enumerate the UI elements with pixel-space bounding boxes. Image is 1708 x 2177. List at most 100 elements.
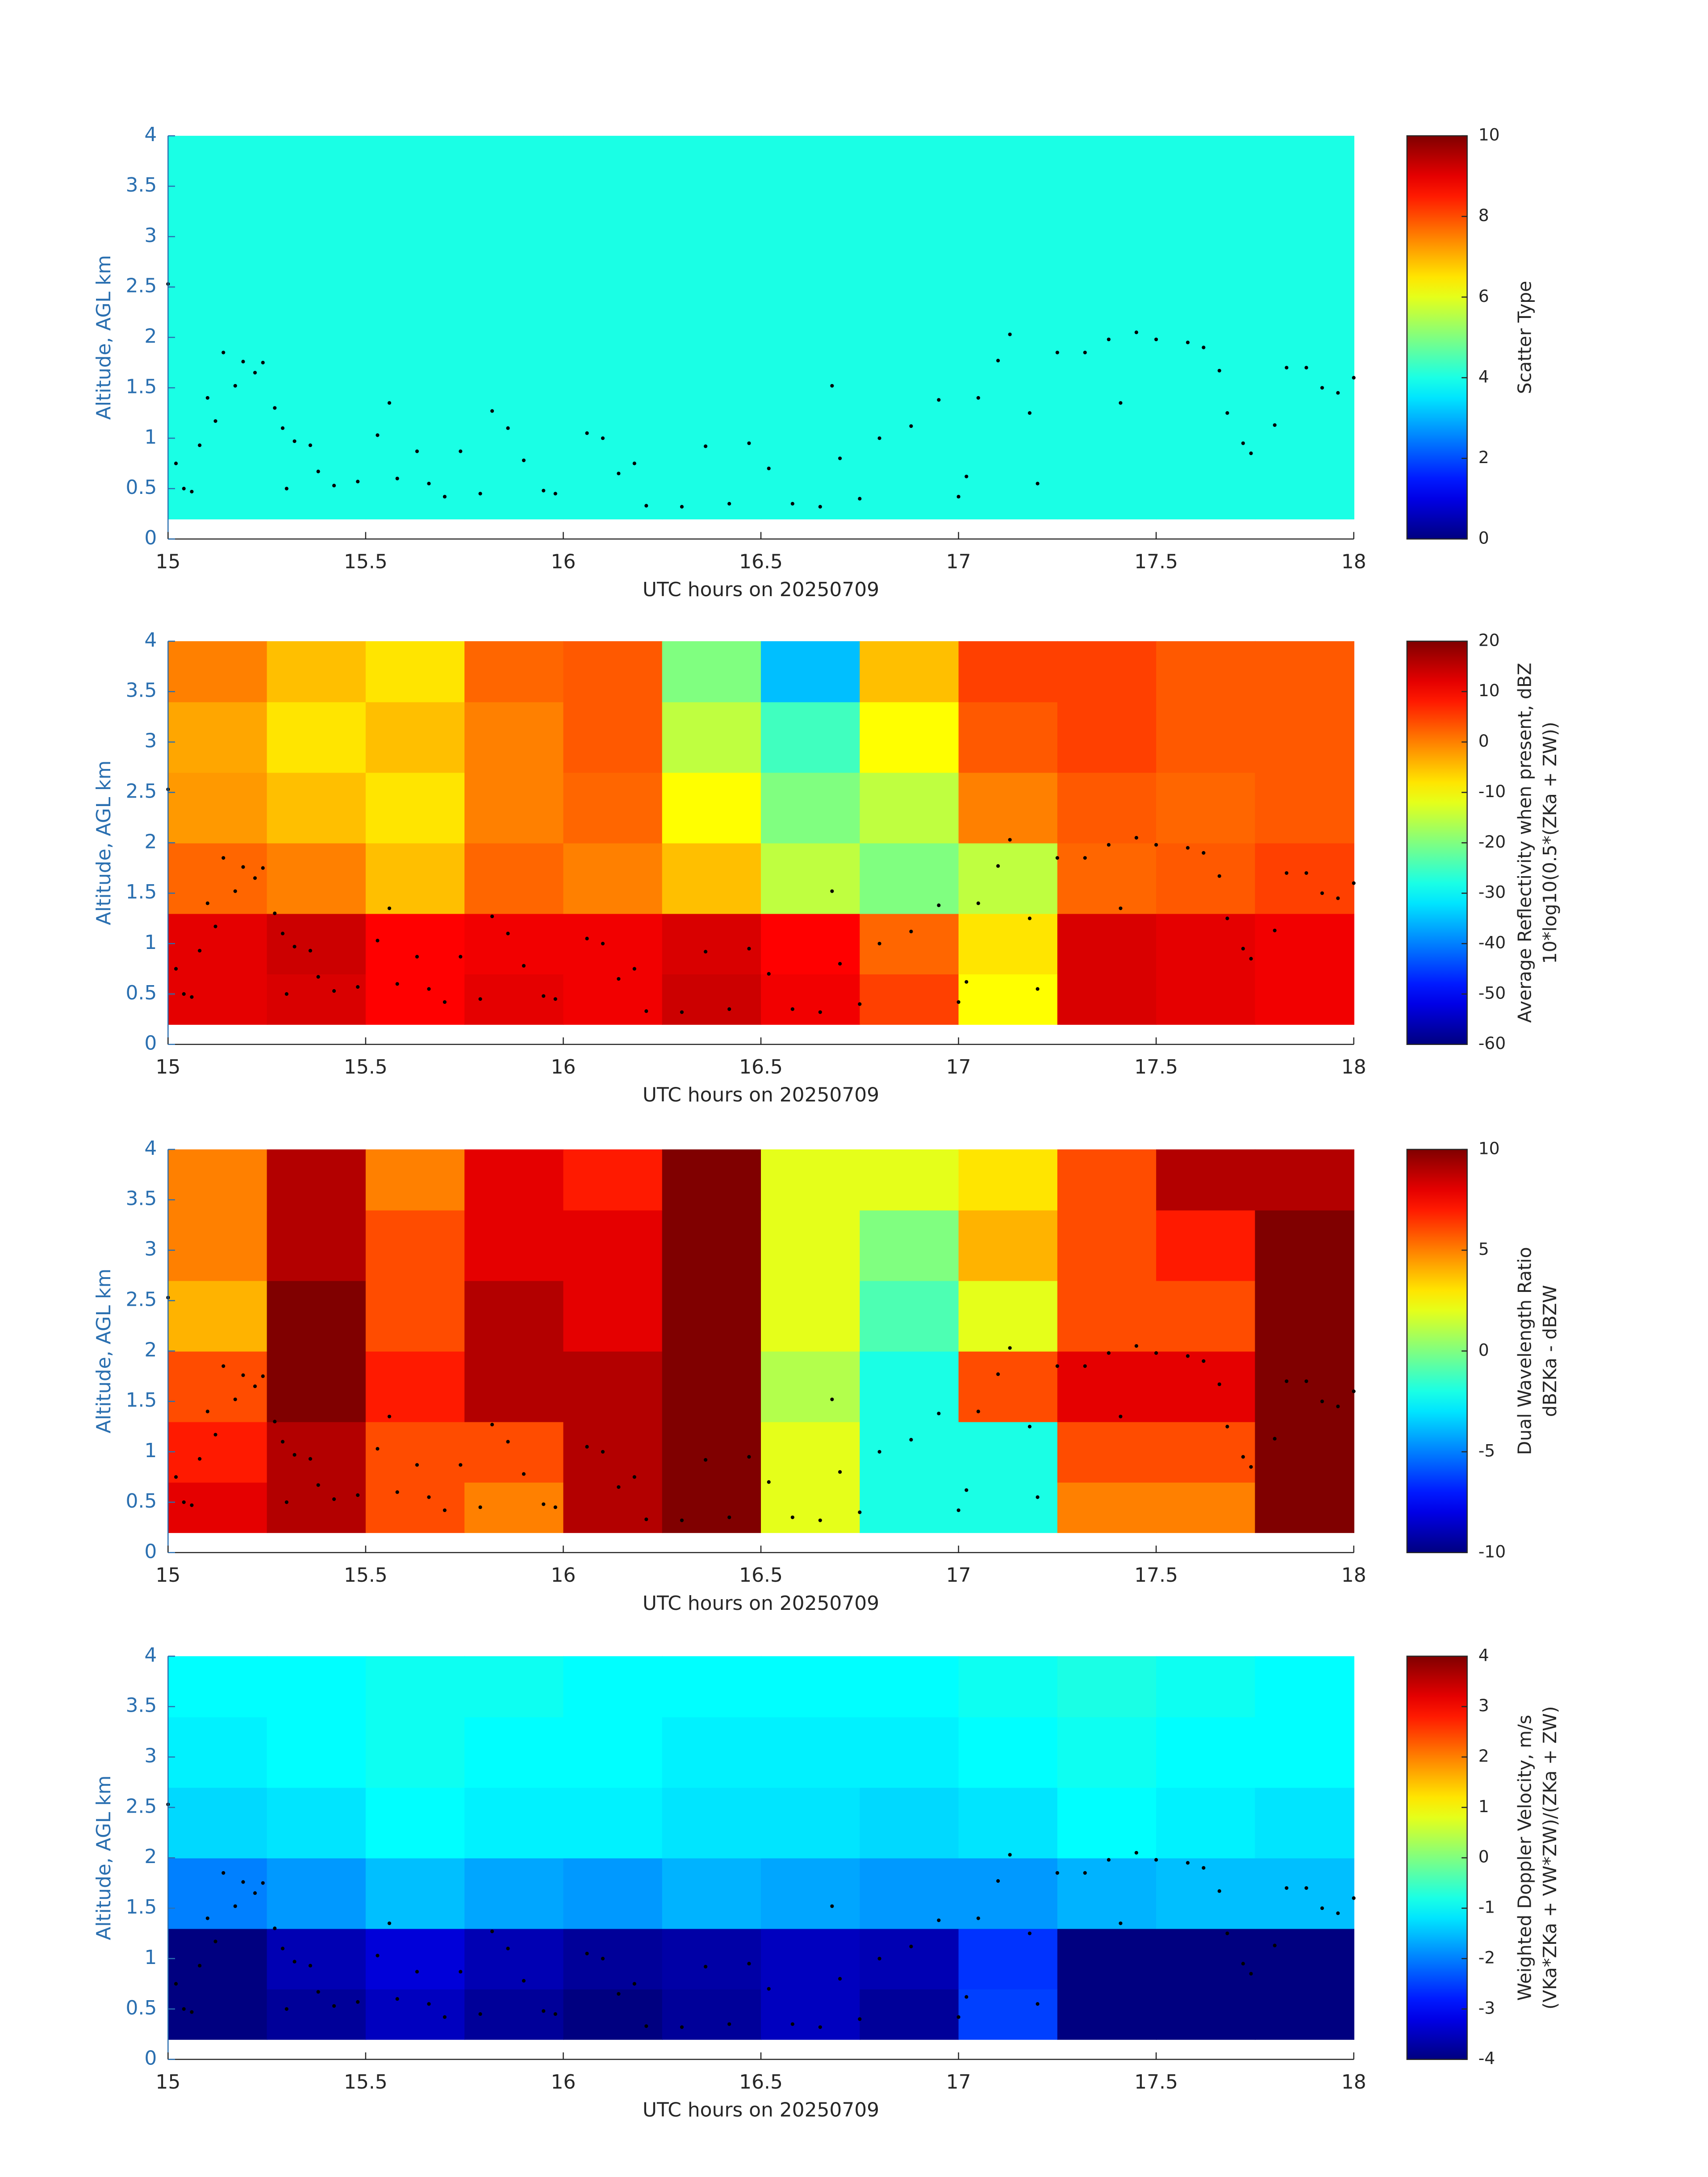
data-point: [174, 1982, 178, 1986]
data-point: [877, 436, 881, 440]
data-point: [996, 359, 1000, 363]
data-point: [292, 1960, 296, 1964]
colorbar: [1406, 1655, 1468, 2060]
heatmap-cell: [267, 1928, 367, 1989]
data-point: [1134, 836, 1138, 840]
heatmap-cell: [563, 1656, 663, 1717]
heatmap-cell: [1156, 1928, 1256, 1989]
colorbar-tick-label: -2: [1478, 1947, 1495, 1967]
data-point: [976, 396, 980, 400]
heatmap-cell: [365, 913, 465, 974]
data-point: [174, 461, 178, 465]
data-point: [790, 501, 794, 506]
heatmap-cell: [958, 267, 1058, 338]
data-point: [965, 1995, 969, 1999]
data-point: [1320, 1400, 1324, 1404]
data-point: [415, 955, 419, 959]
heatmap-cell: [563, 1351, 663, 1422]
heatmap-cell: [464, 408, 564, 469]
colorbar-label: Average Reflectivity when present, dBZ: [1514, 663, 1535, 1023]
heatmap-cell: [365, 702, 465, 773]
data-point: [1107, 1351, 1111, 1355]
heatmap-cell: [267, 1210, 367, 1281]
y-tick-label: 2.5: [125, 275, 157, 297]
data-point: [205, 1409, 209, 1413]
heatmap-cell: [662, 1928, 762, 1989]
heatmap-cell: [365, 1656, 465, 1717]
data-point: [553, 492, 557, 496]
heatmap-cell: [1255, 1858, 1354, 1929]
data-point: [387, 401, 392, 405]
x-axis-label: UTC hours on 20250709: [643, 1084, 879, 1107]
data-point: [585, 431, 589, 435]
data-point: [727, 2022, 731, 2026]
data-point: [190, 2010, 194, 2014]
y-tick-label: 1.5: [125, 375, 157, 398]
data-point: [1336, 896, 1340, 900]
data-point: [1036, 481, 1040, 485]
heatmap-cell: [662, 1482, 762, 1533]
colorbar-tick-label: -4: [1478, 2048, 1495, 2068]
heatmap-cell: [365, 772, 465, 844]
heatmap-cell: [1255, 1928, 1354, 1989]
heatmap-cell: [464, 913, 564, 974]
heatmap-cell: [365, 641, 465, 702]
data-point: [273, 911, 277, 915]
heatmap-cell: [168, 1858, 267, 1929]
heatmap-cell: [168, 702, 267, 773]
data-point: [292, 439, 296, 443]
heatmap-cell: [860, 267, 959, 338]
data-point: [284, 2007, 288, 2011]
heatmap-cell: [761, 1928, 860, 1989]
data-point: [790, 1515, 794, 1519]
heatmap-cell: [267, 974, 367, 1025]
data-point: [522, 1472, 526, 1476]
y-tick-label: 1: [144, 1439, 157, 1462]
colorbar-tick-label: 1: [1478, 1797, 1489, 1816]
heatmap-cell: [1156, 1717, 1256, 1788]
colorbar-tick-label: 2: [1478, 1746, 1489, 1766]
heatmap-cell: [860, 1421, 959, 1483]
data-point: [308, 1964, 313, 1968]
data-point: [1008, 1346, 1012, 1350]
heatmap-cell: [563, 1928, 663, 1989]
heatmap-cell: [761, 408, 860, 469]
data-point: [680, 2025, 684, 2029]
heatmap-cell: [1156, 136, 1256, 197]
data-point: [858, 1510, 862, 1514]
y-tick-label: 2.5: [125, 1795, 157, 1818]
data-point: [376, 1447, 380, 1451]
heatmap-cell: [464, 1928, 564, 1989]
data-point: [1273, 1437, 1277, 1441]
heatmap-cell: [365, 1787, 465, 1859]
data-point: [233, 384, 237, 388]
heatmap-cell: [662, 267, 762, 338]
data-point: [818, 505, 822, 509]
data-point: [838, 456, 842, 460]
data-point: [818, 1518, 822, 1522]
x-tick-label: 15.5: [344, 2071, 388, 2093]
data-point: [632, 1982, 636, 1986]
heatmap-cell: [1156, 1210, 1256, 1281]
colorbar-tick-label: -30: [1478, 882, 1506, 902]
heatmap-cell: [563, 1421, 663, 1483]
heatmap-cell: [464, 1717, 564, 1788]
data-point: [877, 1956, 881, 1961]
y-tick-label: 1.5: [125, 1896, 157, 1918]
data-point: [233, 889, 237, 893]
panel: 15 15.5 16 16.5 17 17.5 18 0 0.5 1 1.5 2 2.5 3 3.5 4 UTC…: [92, 123, 1535, 601]
data-point: [459, 1463, 463, 1467]
data-point: [747, 441, 751, 445]
heatmap-cell: [860, 641, 959, 702]
data-point: [221, 1364, 226, 1368]
data-point: [617, 1485, 621, 1489]
data-point: [830, 384, 834, 388]
x-tick-label: 16: [551, 1564, 576, 1587]
heatmap-cell: [1057, 1717, 1157, 1788]
heatmap-cell: [1255, 196, 1354, 267]
data-point: [1352, 1389, 1356, 1393]
y-tick-label: 3.5: [125, 1187, 157, 1210]
heatmap-cell: [1057, 1280, 1157, 1352]
colorbar-tick-label: -10: [1478, 781, 1506, 801]
data-point: [1154, 843, 1158, 847]
